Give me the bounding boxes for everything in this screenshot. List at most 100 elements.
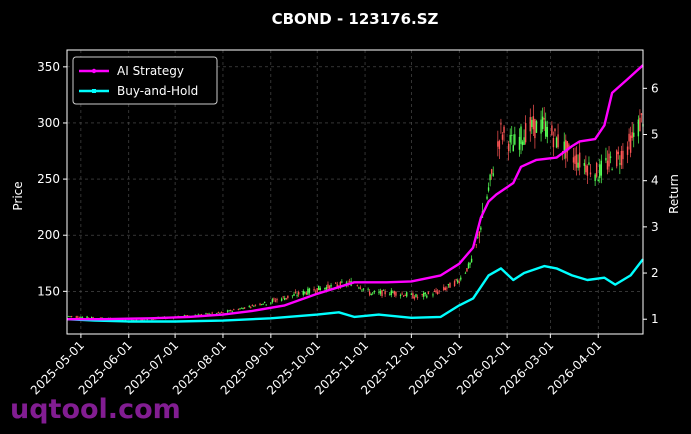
candle-body	[389, 294, 391, 296]
candle-body	[285, 297, 287, 299]
candle-body	[302, 291, 304, 295]
candle-body	[423, 292, 425, 297]
candle-body	[597, 179, 599, 182]
candle-body	[370, 293, 372, 296]
candle-body	[469, 262, 471, 265]
candle-body	[535, 120, 538, 133]
candle-body	[617, 151, 619, 155]
candle-body	[186, 315, 189, 316]
candle-body	[402, 295, 405, 297]
candle-body	[507, 143, 510, 152]
candle-body	[639, 117, 641, 132]
candle-body	[282, 296, 284, 298]
candle-body	[563, 141, 565, 154]
candle-body	[449, 282, 451, 288]
candle-body	[151, 319, 153, 321]
candle-body	[135, 319, 138, 321]
candle-body	[304, 291, 306, 294]
candle-body	[497, 141, 499, 147]
candle-body	[456, 280, 459, 283]
candle-body	[253, 305, 255, 307]
candle-body	[477, 237, 479, 239]
legend: AI Strategy Buy-and-Hold	[72, 56, 218, 105]
candle-body	[446, 287, 448, 289]
candle-body	[501, 134, 504, 140]
candle-body	[67, 316, 70, 317]
candle-body	[270, 302, 272, 304]
candle-body	[443, 286, 445, 291]
legend-label-ai-strategy: AI Strategy	[117, 64, 184, 78]
candle-body	[208, 313, 210, 315]
candle-body	[599, 164, 601, 178]
candlesticks	[67, 104, 644, 323]
candle-body	[629, 135, 632, 153]
candle-body	[131, 319, 133, 321]
candle-body	[492, 173, 494, 176]
candle-body	[334, 282, 337, 284]
candle-body	[399, 294, 402, 296]
candle-body	[518, 136, 521, 150]
candle-body	[324, 287, 326, 290]
candle-body	[545, 121, 547, 137]
candle-body	[401, 293, 403, 295]
candle-body	[438, 290, 440, 292]
candle-body	[532, 116, 535, 130]
candle-body	[217, 312, 220, 313]
candle-body	[487, 187, 490, 191]
candle-body	[305, 292, 308, 295]
candle-body	[251, 304, 254, 306]
candle-body	[433, 291, 436, 293]
candle-body	[296, 295, 298, 296]
watermark: uqtool.com	[10, 394, 181, 425]
candle-body	[382, 290, 385, 291]
candle-body	[254, 304, 257, 306]
candle-body	[273, 298, 275, 300]
candle-body	[577, 162, 579, 168]
candle-body	[583, 163, 586, 166]
y-left-tick-label: 200	[37, 228, 60, 242]
candle-body	[274, 300, 277, 302]
candle-body	[327, 284, 329, 289]
candle-body	[318, 285, 320, 291]
candle-body	[229, 309, 232, 312]
candle-body	[416, 296, 419, 298]
candle-body	[348, 281, 351, 282]
candle-body	[466, 268, 468, 272]
candle-body	[367, 288, 369, 290]
candle-body	[361, 289, 363, 291]
candle-body	[589, 172, 592, 175]
candle-body	[608, 153, 610, 167]
candle-body	[271, 299, 274, 303]
candle-body	[248, 306, 250, 307]
y-right-label: Return	[667, 174, 681, 214]
candle-body	[540, 119, 542, 134]
candle-body	[557, 134, 559, 148]
y-right-tick-label: 5	[651, 128, 659, 142]
candle-body	[87, 317, 90, 319]
candle-body	[444, 287, 447, 291]
y-left-label: Price	[11, 181, 25, 210]
candle-body	[600, 160, 603, 176]
candle-body	[520, 126, 522, 145]
candle-body	[140, 319, 142, 321]
candle-body	[551, 125, 553, 136]
candle-body	[555, 137, 558, 148]
candle-body	[260, 304, 263, 306]
candle-body	[250, 306, 252, 308]
candle-body	[616, 150, 618, 167]
y-right-tick-label: 6	[651, 81, 659, 95]
candle-body	[379, 290, 382, 294]
candle-body	[308, 288, 311, 293]
candle-body	[226, 310, 229, 312]
candle-body	[328, 285, 331, 290]
candle-body	[243, 307, 246, 309]
candle-body	[404, 295, 406, 296]
candle-body	[372, 292, 374, 294]
candle-body	[393, 291, 396, 295]
candle-body	[141, 319, 144, 321]
candle-body	[413, 296, 416, 299]
y-right-ticks: 1 2 3 4 5 6	[643, 81, 659, 326]
candle-body	[81, 317, 84, 318]
candle-body	[611, 169, 613, 171]
